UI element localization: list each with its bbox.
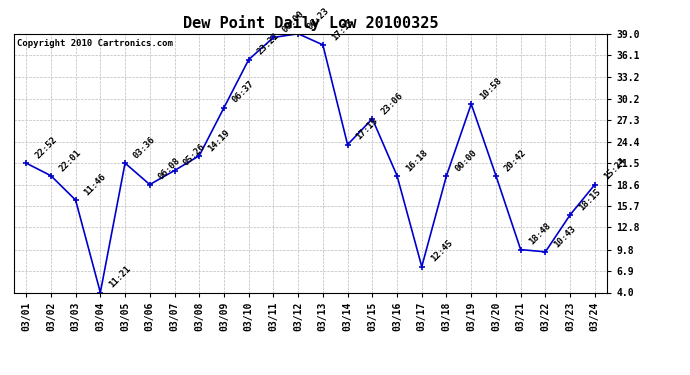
- Text: 10:58: 10:58: [478, 76, 504, 101]
- Text: 06:23: 06:23: [305, 6, 331, 31]
- Text: 00:00: 00:00: [453, 147, 479, 173]
- Text: 22:52: 22:52: [33, 135, 59, 160]
- Text: 12:45: 12:45: [428, 238, 454, 264]
- Text: 18:48: 18:48: [528, 222, 553, 247]
- Text: 05:26: 05:26: [181, 142, 207, 168]
- Text: 17:15: 17:15: [330, 17, 355, 42]
- Text: 00:00: 00:00: [280, 9, 306, 34]
- Title: Dew Point Daily Low 20100325: Dew Point Daily Low 20100325: [183, 15, 438, 31]
- Text: 03:36: 03:36: [132, 135, 157, 160]
- Text: 11:21: 11:21: [107, 264, 132, 290]
- Text: 16:18: 16:18: [404, 147, 429, 173]
- Text: 11:46: 11:46: [83, 172, 108, 197]
- Text: 06:37: 06:37: [231, 80, 256, 105]
- Text: 20:42: 20:42: [503, 147, 529, 173]
- Text: 15:24: 15:24: [602, 156, 627, 182]
- Text: Copyright 2010 Cartronics.com: Copyright 2010 Cartronics.com: [17, 39, 172, 48]
- Text: 22:01: 22:01: [58, 147, 83, 173]
- Text: 14:19: 14:19: [206, 128, 232, 153]
- Text: 10:43: 10:43: [552, 224, 578, 249]
- Text: 17:15: 17:15: [355, 117, 380, 142]
- Text: 23:22: 23:22: [255, 32, 281, 57]
- Text: 18:15: 18:15: [577, 187, 602, 212]
- Text: 06:08: 06:08: [157, 156, 182, 182]
- Text: 23:06: 23:06: [380, 91, 404, 116]
